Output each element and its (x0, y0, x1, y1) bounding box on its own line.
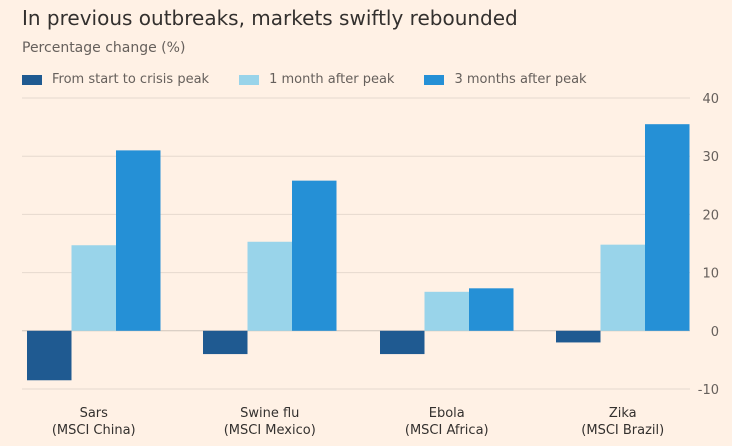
bar-from-start-to-crisis-peak-0 (27, 330, 72, 381)
legend: From start to crisis peak 1 month after … (22, 72, 617, 87)
legend-item-start-to-peak: From start to crisis peak (22, 72, 209, 87)
y-tick-label: 30 (702, 150, 719, 165)
x-category-label: Ebola (429, 406, 465, 421)
y-tick-label: 40 (702, 92, 719, 107)
legend-swatch (424, 74, 445, 85)
legend-label: 3 months after peak (454, 72, 587, 87)
chart-title: In previous outbreaks, markets swiftly r… (22, 6, 518, 30)
x-category-label: (MSCI Africa) (405, 423, 489, 438)
y-tick-label: 10 (702, 267, 719, 282)
bar-3-months-after-peak-0 (116, 150, 161, 331)
y-tick-label: 0 (711, 325, 719, 340)
bar-from-start-to-crisis-peak-2 (380, 330, 425, 355)
x-category-label: Zika (609, 406, 637, 421)
bar-1-month-after-peak-2 (424, 291, 469, 331)
legend-label: 1 month after peak (269, 72, 395, 87)
bar-1-month-after-peak-0 (71, 245, 116, 331)
legend-swatch (22, 74, 42, 85)
chart-subtitle: Percentage change (%) (22, 40, 186, 56)
legend-label: From start to crisis peak (52, 72, 210, 87)
legend-item-3-months: 3 months after peak (424, 72, 587, 87)
x-category-label: (MSCI Brazil) (581, 423, 664, 438)
bar-3-months-after-peak-1 (292, 180, 337, 331)
legend-swatch (239, 74, 260, 85)
bar-3-months-after-peak-2 (469, 288, 514, 331)
x-category-label: (MSCI Mexico) (224, 423, 316, 438)
bar-from-start-to-crisis-peak-3 (556, 330, 601, 343)
y-tick-label: 20 (702, 208, 719, 223)
legend-item-1-month: 1 month after peak (239, 72, 394, 87)
bar-3-months-after-peak-3 (645, 124, 690, 331)
x-category-label: (MSCI China) (52, 423, 136, 438)
bar-1-month-after-peak-1 (247, 241, 292, 331)
x-category-label: Swine flu (240, 406, 299, 421)
bar-1-month-after-peak-3 (600, 244, 645, 331)
bar-from-start-to-crisis-peak-1 (203, 330, 248, 355)
x-category-label: Sars (80, 406, 109, 421)
y-tick-label: -10 (698, 383, 719, 398)
